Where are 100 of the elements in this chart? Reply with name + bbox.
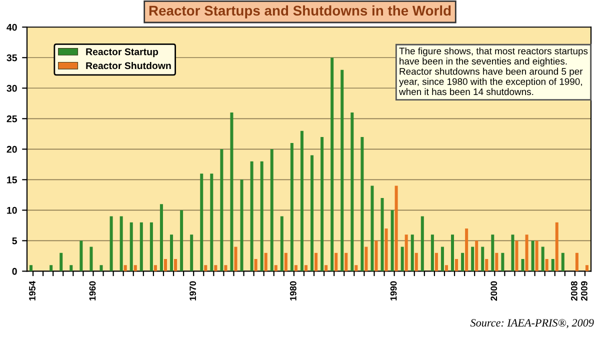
bar [270, 149, 274, 272]
y-tick-label: 20 [6, 146, 17, 153]
bar [230, 112, 234, 272]
bar [545, 258, 548, 272]
bar [214, 265, 218, 272]
bar [501, 252, 504, 272]
bar [170, 234, 174, 272]
bar [290, 143, 294, 272]
y-tick-label: 10 [7, 206, 17, 214]
bar [160, 204, 163, 272]
bar [485, 258, 488, 272]
bar [304, 265, 308, 272]
y-tick-label: 35 [6, 54, 18, 62]
x-tick-label: 1954 [29, 280, 36, 300]
bar [384, 228, 388, 272]
bar [390, 210, 394, 272]
bar [495, 252, 498, 272]
bar [350, 112, 354, 272]
x-tick-label: 2008 [570, 281, 578, 301]
legend-label: Reactor Startup [86, 48, 158, 58]
bar [491, 234, 494, 272]
bar [180, 210, 184, 272]
bar [234, 246, 238, 272]
bar [250, 161, 254, 272]
bar [420, 216, 424, 272]
bar [174, 258, 178, 272]
bar [150, 222, 153, 272]
bar [430, 234, 434, 272]
bar [300, 130, 304, 272]
bar [80, 240, 83, 272]
bar [434, 252, 438, 272]
bar [481, 246, 484, 272]
bar [440, 246, 444, 272]
bar [455, 258, 458, 272]
legend-label: Reactor Shutdown [86, 62, 171, 70]
bar [320, 136, 324, 272]
y-tick-label: 15 [7, 176, 18, 184]
y-tick-label: 25 [6, 115, 18, 122]
y-tick-label: 30 [6, 84, 17, 92]
bar [575, 252, 578, 272]
bar [444, 265, 448, 272]
bar [120, 216, 123, 272]
bar [60, 252, 63, 272]
bar [380, 198, 384, 272]
bar [370, 186, 374, 272]
bar [264, 252, 268, 272]
bar [240, 180, 244, 272]
bar [465, 228, 468, 272]
bar [274, 265, 278, 272]
bar [374, 240, 378, 272]
x-tick-label: 1990 [390, 281, 397, 300]
bar [475, 240, 478, 272]
bar [280, 216, 284, 272]
bar [461, 252, 464, 272]
bar [404, 234, 408, 272]
annotation: The figure shows, that most reactors startups have been in the seventies and eighties. Reactor shutdowns have been around 5 per year, since 1980 with the exception of 1990, when it has been 14 shutdowns. [398, 47, 588, 96]
x-tick-label: 2000 [490, 281, 498, 301]
y-tick-label: 40 [6, 24, 17, 31]
bar [130, 222, 133, 272]
bar [220, 149, 224, 272]
bar [364, 246, 368, 272]
bar [284, 252, 288, 272]
bar [254, 258, 258, 272]
bar [310, 155, 314, 272]
bar [124, 265, 127, 272]
bar [204, 265, 208, 272]
bar [541, 246, 544, 272]
bar [314, 252, 318, 272]
bar [555, 222, 558, 272]
bar [110, 216, 113, 272]
bar [154, 265, 157, 272]
source-note: Source: IAEA-PRIS®, 2009 [470, 319, 594, 328]
bar [70, 265, 73, 272]
bar [210, 174, 214, 272]
bar [451, 234, 454, 272]
bar [414, 252, 418, 272]
bar [354, 265, 358, 272]
bar [200, 174, 204, 272]
x-tick-label: 1970 [190, 281, 196, 300]
bar [100, 265, 103, 272]
bar [535, 240, 538, 272]
bar [585, 265, 588, 272]
bar [471, 246, 474, 272]
bar [344, 252, 348, 272]
bar [410, 234, 414, 272]
bar [511, 234, 514, 272]
bar [330, 58, 334, 272]
bar [334, 252, 338, 272]
bar [360, 136, 364, 272]
bar [50, 265, 53, 272]
x-tick-label: 1960 [89, 281, 96, 300]
bar [531, 240, 534, 272]
bar [164, 258, 167, 272]
bar [224, 265, 228, 272]
x-tick-label: 1980 [290, 281, 296, 300]
bar [525, 234, 528, 272]
bar [294, 265, 298, 272]
bar [190, 234, 194, 272]
y-tick-label: 0 [12, 268, 17, 275]
bar [561, 252, 564, 272]
